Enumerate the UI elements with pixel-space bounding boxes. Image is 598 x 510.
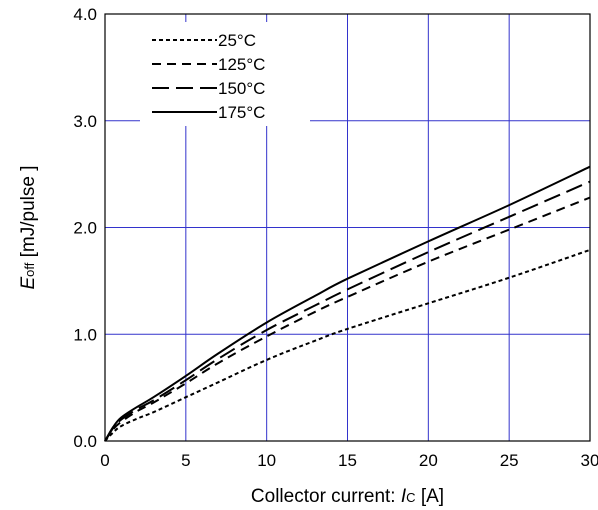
x-axis-title: Collector current: IC [A] [251,486,444,507]
x-tick-label: 20 [419,451,438,470]
legend-label: 150°C [218,79,265,98]
x-tick-label: 10 [257,451,276,470]
plot-frame [104,13,591,442]
y-tick-label: 1.0 [73,325,97,344]
y-tick-label: 0.0 [73,432,97,451]
y-axis-title-symbol: E [18,277,39,290]
legend-label: 125°C [218,55,265,74]
x-axis-title-suffix: [A] [416,486,445,507]
x-tick-label: 30 [581,451,598,470]
x-tick-label: 0 [100,451,109,470]
legend: 25°C 125°C 150°C 175°C [152,31,265,122]
x-axis-title-prefix: Collector current: [251,486,401,507]
x-tick-label: 15 [338,451,357,470]
y-tick-labels: 0.0 1.0 2.0 3.0 4.0 [73,5,97,451]
x-tick-label: 5 [181,451,190,470]
series-line [104,196,591,442]
y-axis-title: Eoff [mJ/pulse ] [18,165,39,289]
series-line [104,180,591,442]
x-tick-labels: 0 5 10 15 20 25 30 [100,451,598,470]
y-axis-title-subscript: off [22,262,37,277]
series-lines [104,165,591,442]
legend-label: 25°C [218,31,256,50]
series-line [104,248,591,442]
x-axis-title-subscript: C [406,490,415,505]
y-tick-label: 4.0 [73,5,97,24]
y-tick-label: 2.0 [73,219,97,238]
y-tick-label: 3.0 [73,112,97,131]
legend-label: 175°C [218,103,265,122]
x-axis-title-symbol: I [401,486,407,507]
series-line [104,165,591,442]
x-tick-label: 25 [500,451,519,470]
y-axis-title-suffix: [mJ/pulse ] [18,165,39,262]
